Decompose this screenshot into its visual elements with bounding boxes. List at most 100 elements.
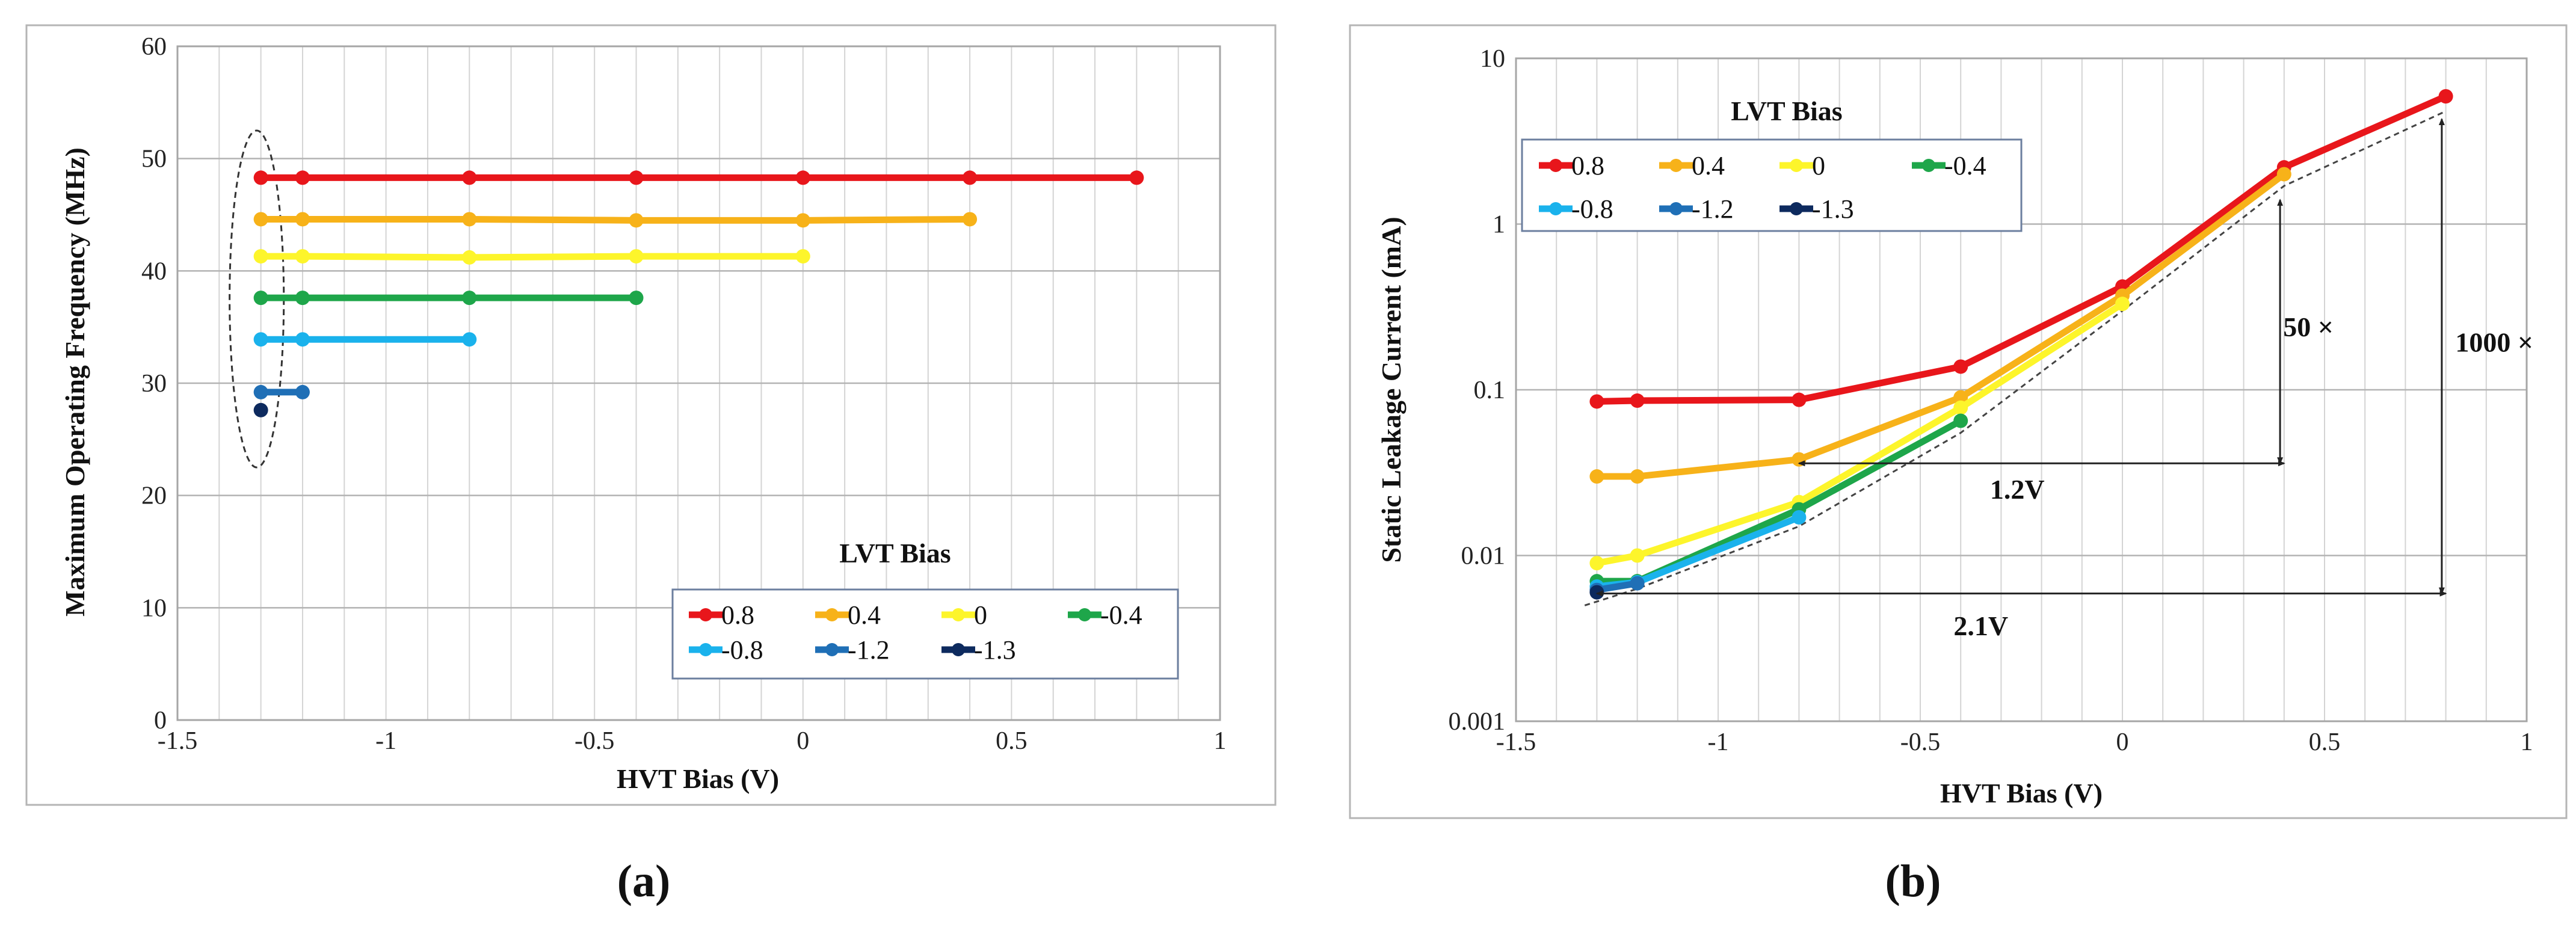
legend-label: -0.4 [1944,151,1986,180]
data-point [253,332,268,347]
panel-b-dashed-envelope [1584,110,2447,606]
annotation-label: 50 × [2283,312,2334,342]
x-tick-label: -1.5 [1496,728,1536,756]
data-point [2276,167,2291,182]
y-tick-label: 10 [141,594,167,622]
legend-entry: 0.8 [689,600,754,630]
panel-b-legend-entries: 0.8 0.4 0 -0.4 -0.8 -1.2 -1.3 [1539,151,1986,224]
legend-swatch-marker [1922,159,1935,172]
data-point [1630,393,1645,408]
series-0.8 [253,170,1144,185]
panel-a-label: (a) [617,856,671,907]
data-point [462,250,477,265]
x-tick-label: 1 [2521,728,2533,756]
data-point [462,170,477,185]
panel-b-legend-title: LVT Bias [1731,96,1842,126]
legend-label: -0.8 [1571,194,1613,224]
legend-label: 0.4 [1692,151,1725,180]
data-point [295,384,310,399]
y-tick-label: 20 [141,482,167,510]
y-tick-label: 0 [154,707,167,734]
panel-b-legend-box [1521,138,2023,232]
panel-a-x-axis-label: HVT Bias (V) [617,763,779,794]
y-tick-label: 0.01 [1461,543,1506,570]
x-tick-label: -1.5 [158,727,198,755]
legend-entry: -1.2 [1659,194,1734,224]
y-tick-label: 0.001 [1449,708,1506,736]
series--0.4 [253,291,644,306]
legend-entry: -1.3 [1779,194,1854,224]
data-point [462,291,477,306]
panel-a-series [253,170,1144,417]
legend-entry: 0.4 [1659,151,1725,180]
dimension-annotation: 50 × [2277,199,2334,465]
legend-swatch-marker [825,608,839,621]
x-tick-label: 0.5 [2309,728,2341,756]
data-point [1630,576,1645,591]
legend-label: 0 [974,600,987,630]
x-tick-label: 0.5 [996,727,1028,755]
annotation-label: 2.1V [1953,611,2008,641]
legend-entry: -0.8 [689,635,763,665]
series-0.4 [253,212,978,228]
data-point [629,291,644,306]
x-tick-label: -1 [1708,728,1729,756]
legend-swatch-marker [952,643,965,656]
series--1.3 [1589,585,1604,600]
data-point [1589,556,1604,571]
panel-a-legend-title: LVT Bias [839,538,951,568]
y-tick-label: 40 [141,257,167,285]
legend-swatch-marker [699,643,712,656]
data-point [1589,469,1604,484]
legend-swatch-marker [1669,159,1683,172]
x-tick-label: 1 [1214,727,1227,755]
panel-b-legend: LVT Bias 0.8 0.4 0 -0.4 -0.8 -1.2 -1.3 [1521,96,2023,232]
series-line [260,215,970,224]
y-tick-label: 60 [141,33,167,61]
legend-label: -1.3 [974,635,1016,665]
series-line [260,253,803,261]
data-point [295,212,310,227]
data-point [1792,452,1807,467]
data-point [1953,359,1968,374]
legend-label: -1.3 [1812,194,1854,224]
panel-a-plot-border [176,45,1221,721]
legend-swatch-marker [1790,159,1803,172]
y-tick-label: 50 [141,146,167,173]
data-point [629,249,644,264]
legend-entry: -0.8 [1539,194,1613,224]
x-tick-label: 0 [2116,728,2129,756]
legend-label: 0.8 [1571,151,1604,180]
data-point [1792,510,1807,525]
data-point [253,212,268,227]
legend-label: 0.4 [848,600,881,630]
data-point [253,291,268,306]
panel-b-annotations: 1.2V 2.1V 50 × 1000 × [1595,117,2533,641]
data-point [1630,548,1645,563]
legend-swatch-marker [1669,202,1683,215]
panel-b-x-axis-label: HVT Bias (V) [1940,778,2103,808]
series--1.3 [253,402,268,417]
data-point [462,212,477,227]
legend-swatch-marker [1790,202,1803,215]
legend-entry: 0.8 [1539,151,1604,180]
legend-swatch-marker [952,608,965,621]
legend-label: -1.2 [848,635,890,665]
panel-b-tick-labels: -1.5 -1 -0.5 0 0.5 1 0.001 0.01 0.1 1 10 [1449,45,2533,756]
data-point [295,170,310,185]
data-point [295,291,310,306]
data-point [253,170,268,185]
legend-label: -0.8 [721,635,763,665]
x-tick-label: 0 [797,727,809,755]
data-point [1589,585,1604,600]
y-tick-label: 1 [1493,211,1505,239]
data-point [963,212,978,227]
legend-entry: -0.4 [1068,600,1142,630]
y-tick-label: 30 [141,370,167,398]
legend-entry: 0.4 [815,600,881,630]
data-point [253,384,268,399]
panel-b-label: (b) [1885,856,1941,907]
